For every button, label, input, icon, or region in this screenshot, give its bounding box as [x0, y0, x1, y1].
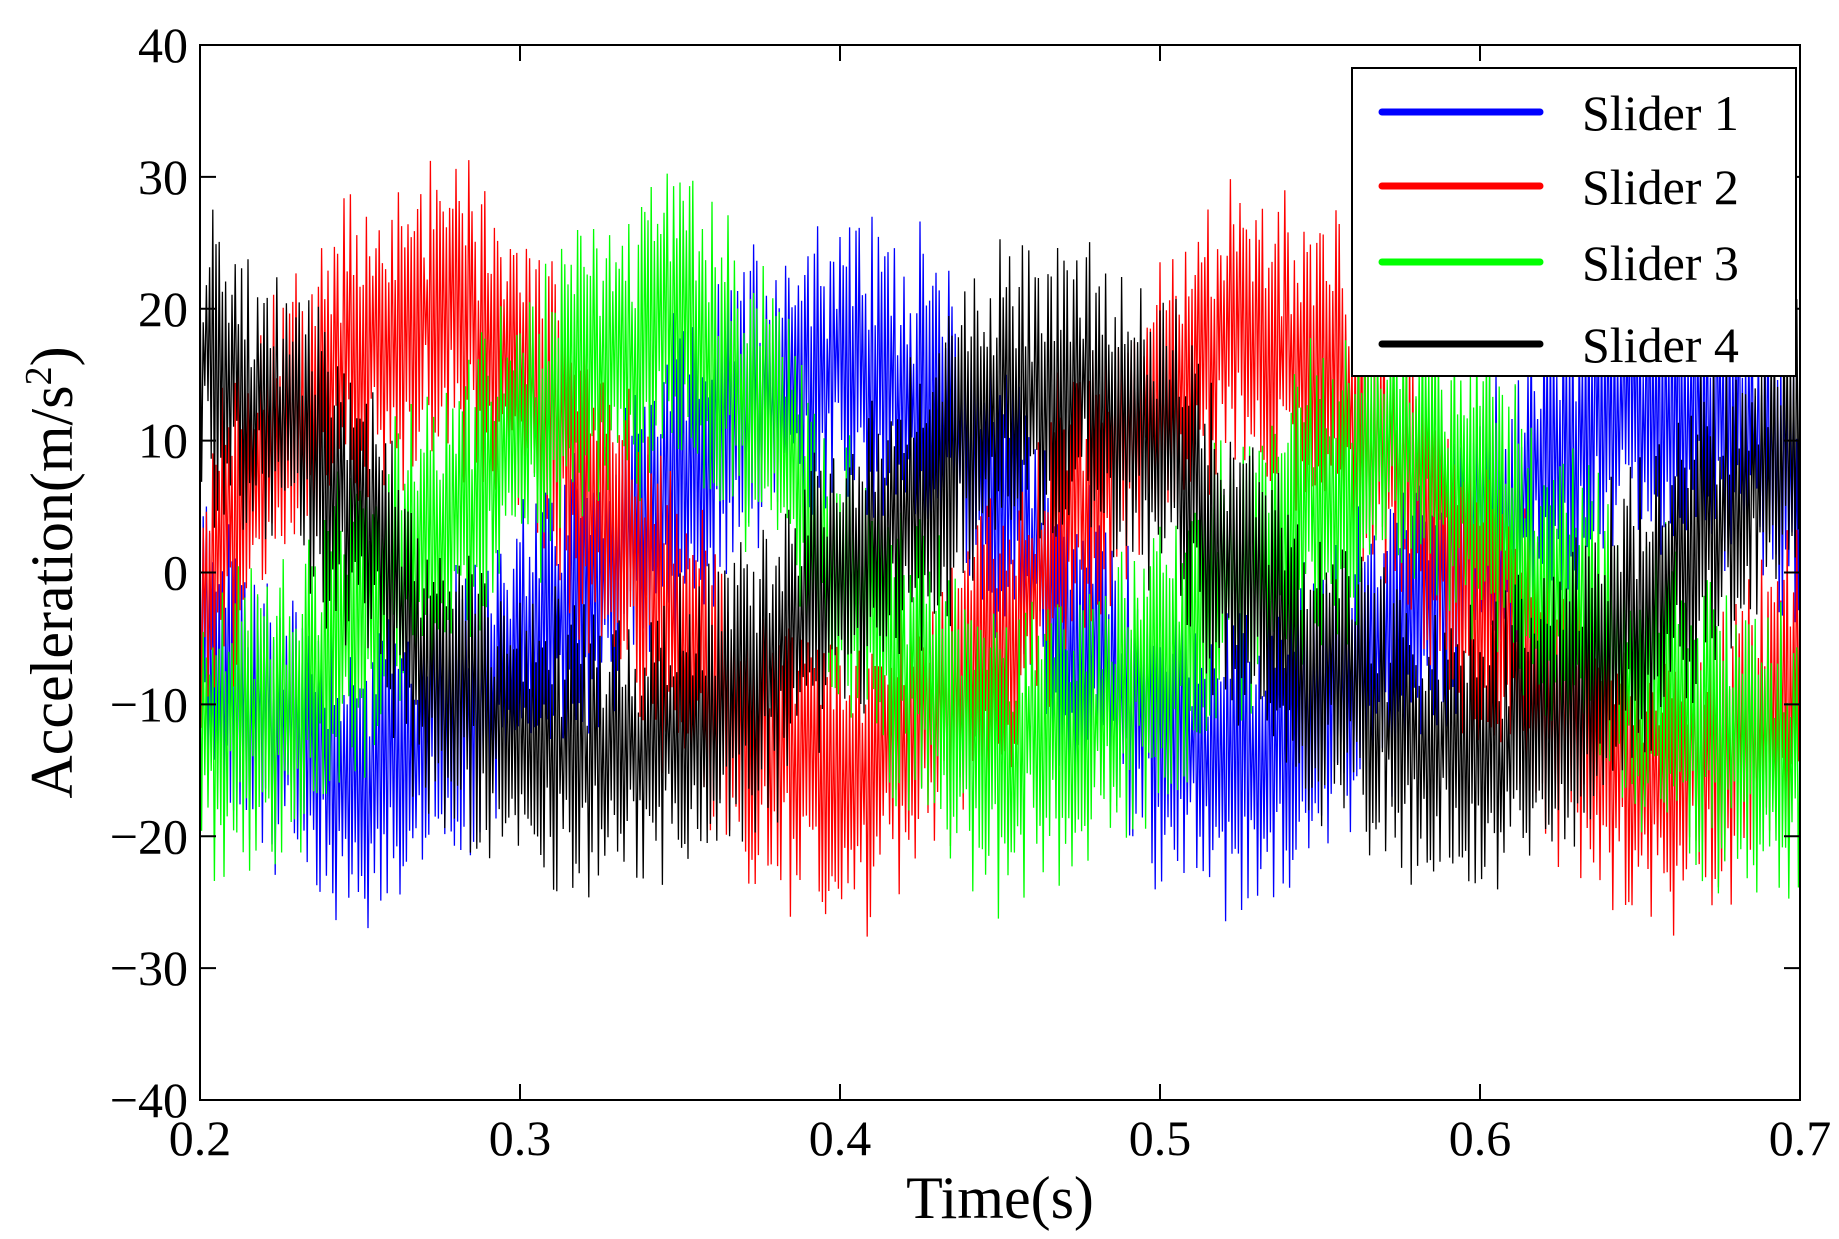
- legend-label-slider-2: Slider 2: [1582, 159, 1739, 215]
- y-axis-title-base: Acceleration(m/s: [19, 385, 85, 798]
- x-tick-label: 0.6: [1449, 1110, 1512, 1166]
- y-tick-label: −30: [110, 940, 188, 996]
- legend-box: [1351, 67, 1797, 377]
- y-axis-title-close: ): [19, 346, 85, 366]
- y-tick-label: 0: [163, 545, 188, 601]
- legend: Slider 1 Slider 2 Slider 3 Slider 4: [1351, 67, 1797, 377]
- series-layer: [200, 160, 1800, 937]
- series-line-slider-4: [200, 209, 1800, 898]
- legend-label-slider-4: Slider 4: [1582, 317, 1739, 373]
- x-tick-label: 0.5: [1129, 1110, 1192, 1166]
- y-axis-title: Acceleration(m/s2): [18, 346, 85, 798]
- y-tick-label: −10: [110, 676, 188, 732]
- x-tick-label: 0.7: [1769, 1110, 1832, 1166]
- y-tick-label: −20: [110, 808, 188, 864]
- axes-layer: 0.2 0.3 0.4 0.5 0.6 0.7 −40 −30 −20 −10 0 10 20 30 40 T…: [18, 17, 1831, 1231]
- x-tick-label: 0.3: [489, 1110, 552, 1166]
- x-tick-label: 0.4: [809, 1110, 872, 1166]
- y-tick-label: −40: [110, 1072, 188, 1128]
- y-tick-label: 40: [138, 17, 188, 73]
- x-tick-label: 0.2: [169, 1110, 232, 1166]
- y-axis-title-superscript: 2: [18, 366, 60, 385]
- legend-label-slider-3: Slider 3: [1582, 235, 1739, 291]
- y-tick-label: 10: [138, 413, 188, 469]
- y-tick-label: 20: [138, 281, 188, 337]
- y-tick-label: 30: [138, 149, 188, 205]
- series-line-slider-3: [200, 173, 1800, 919]
- legend-label-slider-1: Slider 1: [1582, 85, 1739, 141]
- x-axis-title: Time(s): [906, 1165, 1094, 1231]
